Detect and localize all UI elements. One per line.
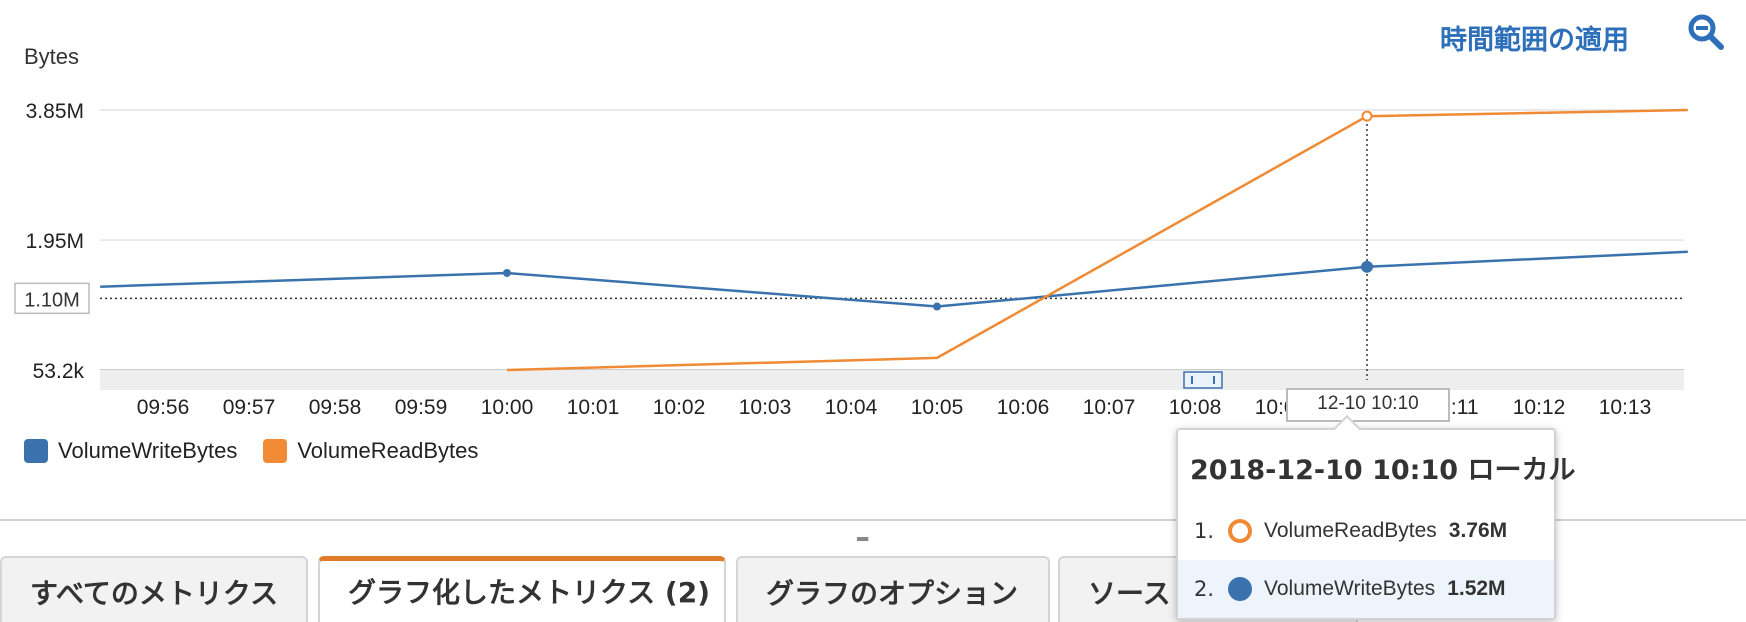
tooltip-row-name: VolumeWriteBytes	[1264, 577, 1436, 600]
x-tick-label: 10:02	[653, 396, 706, 419]
x-tick-label: 10:12	[1513, 396, 1566, 419]
tab-graph-options[interactable]: グラフのオプション	[736, 556, 1050, 622]
tab-graphed-metrics[interactable]: グラフ化したメトリクス (2)	[318, 556, 726, 622]
x-tick-label: 10:04	[825, 396, 878, 419]
x-tick-label: 09:56	[137, 396, 190, 419]
x-tick-label: 10:13	[1599, 396, 1652, 419]
legend-swatch-read	[263, 439, 288, 463]
x-tick-label: 09:57	[223, 396, 276, 419]
tooltip-row-value: 3.76M	[1448, 519, 1508, 542]
legend-label-write: VolumeWriteBytes	[58, 438, 238, 463]
x-tick-label: 10:03	[739, 396, 792, 419]
x-tick-label: 09:59	[395, 396, 448, 419]
ring-marker-icon	[1228, 519, 1252, 543]
chart-legend: VolumeWriteBytes VolumeReadBytes	[24, 438, 478, 464]
tab-bar: すべてのメトリクス グラフ化したメトリクス (2) グラフのオプション ソース	[0, 556, 1746, 622]
tooltip-row-index: 2.	[1193, 577, 1214, 601]
datapoint-tooltip: 2018-12-10 10:10 ローカル 1. VolumeReadBytes…	[1176, 414, 1575, 620]
metrics-line-chart[interactable]: Bytes 3.85M 1.95M 53.2k 09:56 09:57 09:58 09:59…	[0, 0, 1746, 440]
x-tick-label: 10:01	[567, 396, 620, 419]
x-tick-label: 10:06	[997, 396, 1050, 419]
series-line-VolumeWriteBytes	[100, 250, 1688, 308]
y-tick-label: 1.95M	[26, 230, 84, 253]
y-tick-label: 3.85M	[26, 100, 84, 123]
tab-all-metrics[interactable]: すべてのメトリクス	[0, 556, 308, 622]
data-point-VolumeReadBytes	[1361, 110, 1373, 122]
data-point-VolumeWriteBytes	[1361, 260, 1373, 273]
x-tick-label: 10:08	[1169, 396, 1222, 419]
dot-marker-icon	[1228, 577, 1252, 601]
data-point-VolumeWriteBytes	[503, 268, 511, 277]
hover-y-label: 1.10M	[24, 289, 80, 311]
hover-x-label: 12-10 10:10	[1286, 388, 1450, 422]
x-tick-label: 10:07	[1083, 396, 1136, 419]
magnifier-minus-icon[interactable]	[1686, 12, 1726, 52]
series-line-VolumeReadBytes	[506, 108, 1688, 372]
y-tick-label: 53.2k	[33, 360, 85, 383]
tooltip-row: 1. VolumeReadBytes 3.76M	[1178, 502, 1554, 560]
x-tick-label: 10:00	[481, 396, 534, 419]
y-axis-label: Bytes	[24, 44, 79, 69]
tooltip-row: 2. VolumeWriteBytes 1.52M	[1178, 560, 1554, 618]
time-brush-track	[100, 370, 1684, 390]
x-tick-label: 09:58	[309, 396, 362, 419]
hover-y-box	[14, 282, 90, 315]
time-brush-handle	[1183, 371, 1223, 389]
tooltip-title: 2018-12-10 10:10 ローカル	[1190, 455, 1576, 486]
panel-divider	[0, 519, 1746, 521]
tooltip-row-name: VolumeReadBytes	[1264, 519, 1437, 542]
tooltip-row-value: 1.52M	[1447, 577, 1506, 600]
legend-item-read[interactable]: VolumeReadBytes	[263, 438, 478, 464]
legend-swatch-write	[24, 439, 48, 463]
apply-time-range-link[interactable]: 時間範囲の適用	[1440, 25, 1629, 56]
x-tick-label: 10:05	[911, 396, 964, 419]
legend-label-read: VolumeReadBytes	[297, 438, 479, 463]
data-point-VolumeWriteBytes	[933, 302, 941, 311]
legend-item-write[interactable]: VolumeWriteBytes	[24, 438, 237, 464]
tooltip-row-index: 1.	[1193, 519, 1214, 543]
resize-handle-icon[interactable]: ▪▪▪	[856, 531, 869, 548]
